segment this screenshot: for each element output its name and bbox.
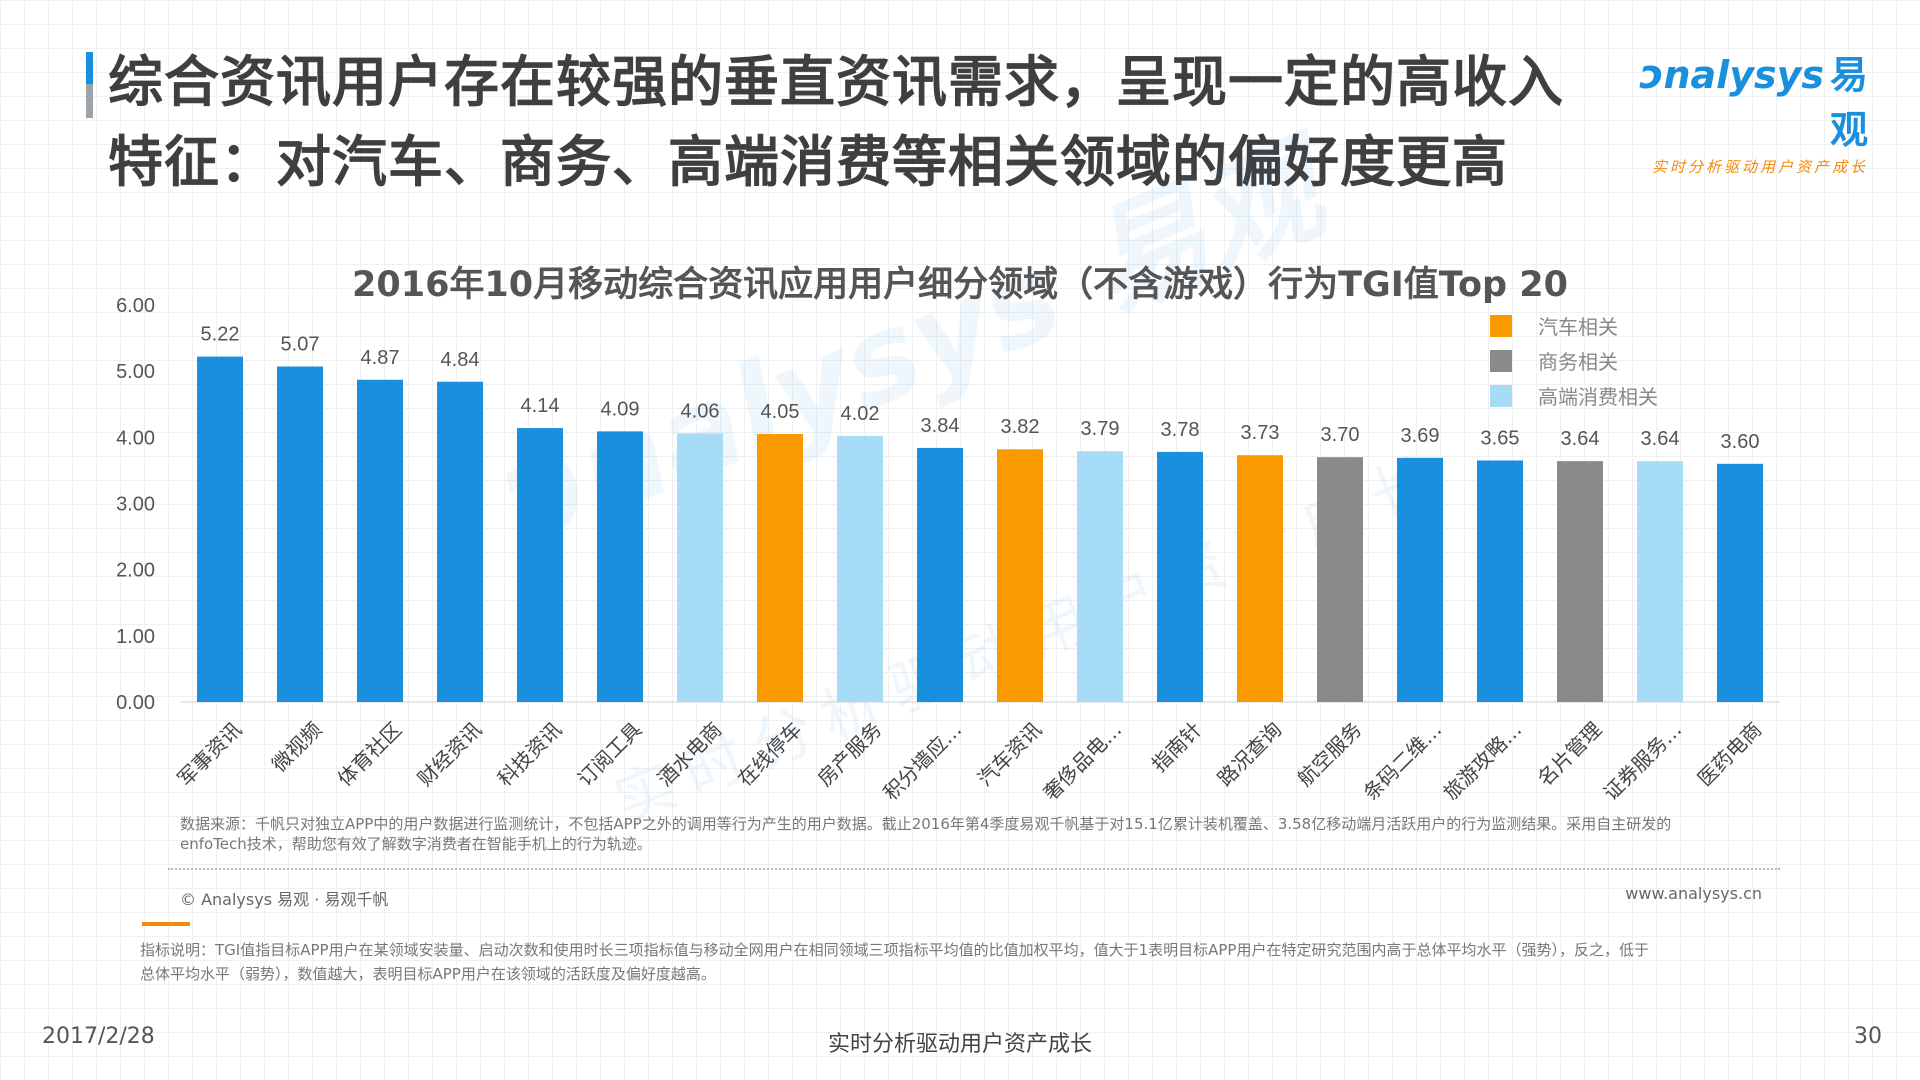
legend-swatch-auto — [1490, 314, 1512, 337]
bar — [837, 436, 883, 702]
footer-date: 2017/2/28 — [42, 1024, 155, 1049]
bar-value-label: 3.60 — [1721, 431, 1760, 453]
dotted-divider — [168, 868, 1780, 870]
bar — [1477, 460, 1523, 702]
x-tick-label: 房产服务 — [813, 717, 887, 791]
source-line-1: 数据来源：千帆只对独立APP中的用户数据进行监测统计，不包括APP之外的调用等行… — [180, 815, 1672, 833]
bar — [1557, 461, 1603, 702]
x-tick-label: 体育社区 — [333, 717, 407, 791]
bar — [357, 379, 403, 702]
y-tick-label: 5.00 — [116, 361, 155, 383]
title-accent-bar-gray — [86, 84, 93, 118]
data-source-note: 数据来源：千帆只对独立APP中的用户数据进行监测统计，不包括APP之外的调用等行… — [180, 814, 1770, 854]
bar-chart: 0.00 1.00 2.00 3.00 4.00 5.00 6.00 5.22 军事资讯 5.07… — [116, 295, 1780, 800]
source-line-2: enfoTech技术，帮助您有效了解数字消费者在智能手机上的行为轨迹。 — [180, 835, 652, 853]
y-tick-label: 1.00 — [116, 626, 155, 648]
analysys-logo: ↄnalysys 易观 实时分析驱动用户资产成长 — [1628, 44, 1868, 177]
website-link[interactable]: www.analysys.cn — [1625, 884, 1762, 903]
bar-value-label: 4.14 — [521, 395, 560, 417]
chart-legend: 汽车相关 商务相关 高端消费相关 — [1490, 308, 1658, 413]
page-number: 30 — [1854, 1024, 1882, 1049]
x-tick-label: 汽车资讯 — [973, 717, 1047, 791]
x-tick-label: 财经资讯 — [413, 717, 487, 791]
bar — [917, 447, 963, 702]
bar-value-label: 3.70 — [1321, 424, 1360, 446]
bar-value-label: 3.84 — [921, 415, 960, 437]
x-tick-label: 医药电商 — [1693, 717, 1767, 791]
legend-label-luxury: 高端消费相关 — [1538, 385, 1658, 409]
x-tick-label: 路况查询 — [1213, 717, 1287, 791]
bar-value-label: 4.05 — [761, 401, 800, 423]
x-tick-label: 名片管理 — [1533, 717, 1607, 791]
bar — [677, 433, 723, 702]
orange-accent-line — [142, 922, 190, 926]
tgi-line-1: 指标说明：TGI值指目标APP用户在某领域安装量、启动次数和使用时长三项指标值与… — [140, 941, 1649, 959]
bar-value-label: 3.82 — [1001, 416, 1040, 438]
chart-title: 2016年10月移动综合资讯应用用户细分领域（不含游戏）行为TGI值Top 20 — [352, 265, 1568, 305]
bar-value-label: 3.73 — [1241, 422, 1280, 444]
bar-value-label: 5.07 — [281, 334, 320, 356]
tgi-line-2: 总体平均水平（弱势），数值越大，表明目标APP用户在该领域的活跃度及偏好度越高。 — [140, 965, 716, 983]
y-tick-label: 4.00 — [116, 427, 155, 449]
bar — [277, 366, 323, 702]
legend-item-auto: 汽车相关 — [1490, 308, 1658, 343]
bar-value-label: 3.64 — [1641, 428, 1680, 450]
x-tick-label: 在线停车 — [733, 717, 807, 791]
x-tick-label: 奢侈品电… — [1039, 717, 1127, 800]
x-tick-label: 航空服务 — [1293, 717, 1367, 791]
bar — [1397, 457, 1443, 702]
bar-value-label: 5.22 — [201, 324, 240, 346]
logo-slogan: 实时分析驱动用户资产成长 — [1651, 158, 1868, 176]
y-tick-label: 2.00 — [116, 560, 155, 582]
x-tick-label: 证券服务… — [1599, 717, 1687, 800]
slide-title: 综合资讯用户存在较强的垂直资讯需求，呈现一定的高收入特征：对汽车、商务、高端消费… — [108, 50, 1565, 194]
bar — [1717, 463, 1763, 702]
x-tick-label: 订阅工具 — [573, 717, 647, 791]
x-tick-label: 积分墙应… — [879, 717, 967, 800]
legend-item-business: 商务相关 — [1490, 343, 1658, 378]
bar — [997, 449, 1043, 702]
x-tick-label: 酒水电商 — [653, 717, 727, 791]
legend-swatch-business — [1490, 349, 1512, 372]
bar-value-label: 4.09 — [601, 398, 640, 420]
copyright: © Analysys 易观 · 易观千帆 — [180, 890, 389, 909]
bar — [1317, 457, 1363, 702]
y-tick-label: 3.00 — [116, 494, 155, 516]
bar-value-label: 4.02 — [841, 403, 880, 425]
bar — [517, 428, 563, 702]
footer-slogan: 实时分析驱动用户资产成长 — [827, 1032, 1092, 1057]
bar-value-label: 4.87 — [361, 347, 400, 369]
bar-value-label: 3.64 — [1561, 428, 1600, 450]
bar — [1157, 451, 1203, 702]
tgi-definition-note: 指标说明：TGI值指目标APP用户在某领域安装量、启动次数和使用时长三项指标值与… — [140, 938, 1780, 986]
x-tick-label: 旅游攻略… — [1439, 717, 1527, 800]
logo-wordmark: ↄnalysys 易观 — [1639, 52, 1868, 152]
bar-value-label: 3.78 — [1161, 419, 1200, 441]
legend-label-auto: 汽车相关 — [1538, 315, 1618, 339]
bar-value-label: 3.79 — [1081, 418, 1120, 440]
bar — [1077, 451, 1123, 702]
legend-swatch-luxury — [1490, 384, 1512, 407]
bar — [597, 431, 643, 702]
x-tick-label: 科技资讯 — [493, 717, 567, 791]
x-tick-label: 条码二维… — [1359, 717, 1447, 800]
legend-item-luxury: 高端消费相关 — [1490, 378, 1658, 413]
bar-value-label: 4.06 — [681, 400, 720, 422]
bar-value-label: 4.84 — [441, 349, 480, 371]
bar — [1637, 461, 1683, 702]
legend-label-business: 商务相关 — [1538, 350, 1618, 374]
bar — [197, 356, 243, 702]
x-tick-label: 指南针 — [1147, 717, 1206, 776]
bar-value-label: 3.65 — [1481, 427, 1520, 449]
bar — [1237, 455, 1283, 702]
x-tick-label: 军事资讯 — [173, 717, 247, 791]
bar — [757, 434, 803, 702]
y-tick-label: 0.00 — [116, 692, 155, 714]
bar-value-label: 3.69 — [1401, 425, 1440, 447]
y-tick-label: 6.00 — [116, 295, 155, 317]
x-tick-label: 微视频 — [267, 717, 326, 776]
bar — [437, 381, 483, 702]
